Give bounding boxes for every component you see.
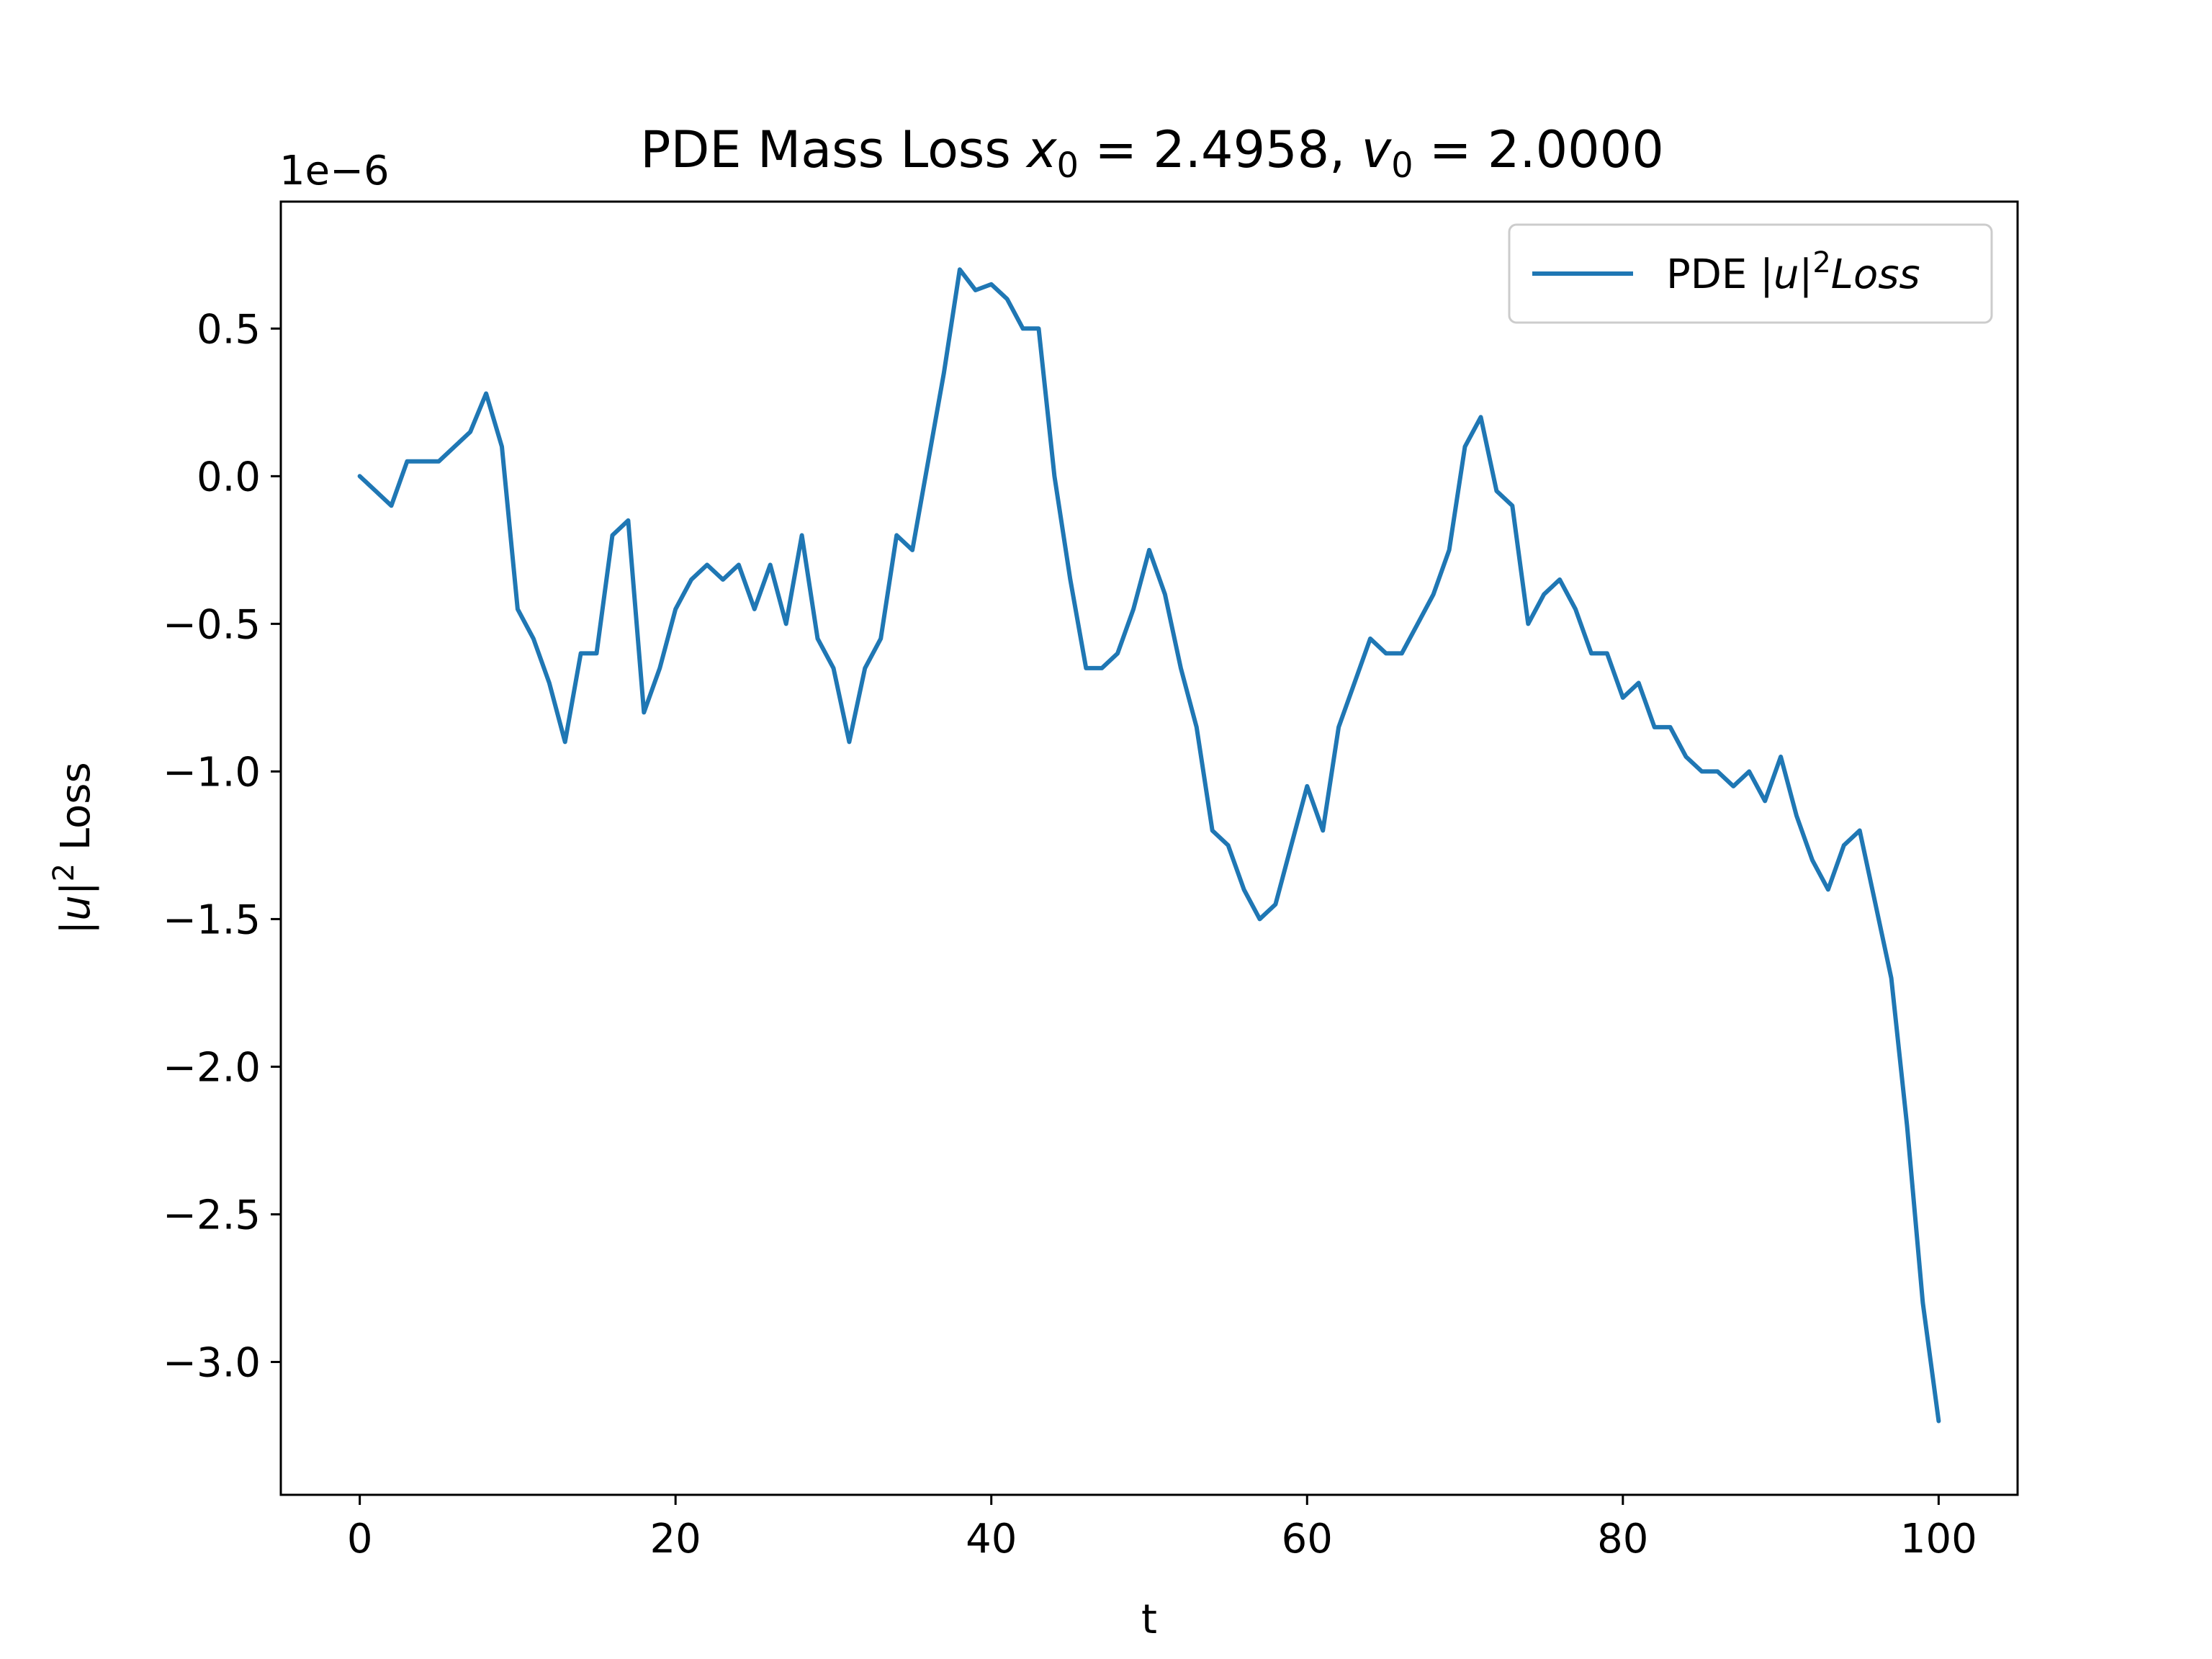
- chart-title: PDE Mass Loss x0 = 2.4958, v0 = 2.0000: [640, 120, 1664, 186]
- x-tick-label: 60: [1282, 1516, 1333, 1563]
- y-tick-label: −0.5: [163, 601, 261, 648]
- y-tick-label: 0.5: [197, 306, 261, 353]
- y-axis-label: |u|2 Loss: [48, 762, 99, 934]
- x-tick-label: 100: [1900, 1516, 1977, 1563]
- axes-frame: [279, 200, 2019, 1496]
- plot-area: [357, 267, 1941, 1424]
- x-tick-label: 0: [347, 1516, 373, 1563]
- x-tick-label: 20: [650, 1516, 701, 1563]
- y-tick-label: −3.0: [163, 1339, 261, 1386]
- y-offset-text: 1e−6: [279, 148, 390, 194]
- y-tick-label: −2.0: [163, 1044, 261, 1091]
- x-axis-label: t: [1141, 1596, 1157, 1643]
- legend: PDE |u|2Loss: [1508, 223, 1993, 324]
- x-axis-ticks: 0 20 40 60 80 100: [347, 1495, 1977, 1563]
- x-tick-label: 80: [1597, 1516, 1648, 1563]
- legend-label: PDE |u|2Loss: [1666, 246, 1920, 298]
- legend-box: [1508, 223, 1993, 324]
- y-tick-label: −2.5: [163, 1192, 261, 1238]
- y-tick-label: 0.0: [197, 454, 261, 500]
- series-line: [357, 267, 1941, 1424]
- y-tick-label: −1.0: [163, 749, 261, 796]
- y-tick-label: −1.5: [163, 896, 261, 943]
- x-tick-label: 40: [966, 1516, 1017, 1563]
- y-axis-ticks: 0.5 0.0 −0.5 −1.0 −1.5 −2.0 −2.5 −3.0: [163, 306, 281, 1386]
